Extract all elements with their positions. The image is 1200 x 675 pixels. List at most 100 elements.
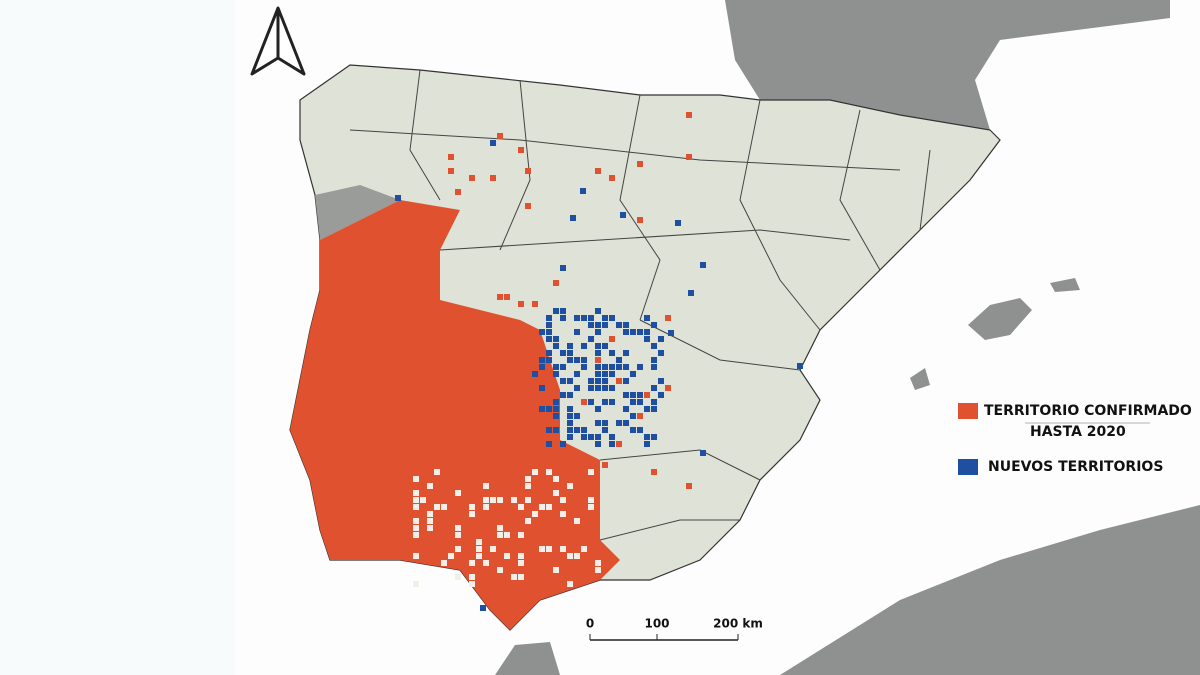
grid-cell [546, 441, 552, 447]
grid-cell [434, 504, 440, 510]
grid-cell [497, 567, 503, 573]
grid-cell [609, 336, 615, 342]
legend-label: HASTA 2020 [1030, 424, 1126, 440]
grid-cell [644, 441, 650, 447]
grid-cell [483, 483, 489, 489]
grid-cell [553, 399, 559, 405]
grid-cell [532, 511, 538, 517]
grid-cell [602, 385, 608, 391]
grid-cell [560, 392, 566, 398]
grid-cell [651, 385, 657, 391]
grid-cell [595, 308, 601, 314]
grid-cell [546, 357, 552, 363]
grid-cell [490, 175, 496, 181]
grid-cell [665, 385, 671, 391]
grid-cell [434, 469, 440, 475]
grid-cell [637, 399, 643, 405]
grid-cell [455, 525, 461, 531]
grid-cell [574, 329, 580, 335]
grid-cell [518, 553, 524, 559]
grid-cell [637, 364, 643, 370]
grid-cell [567, 553, 573, 559]
grid-cell [637, 427, 643, 433]
grid-cell [595, 385, 601, 391]
grid-cell [658, 378, 664, 384]
grid-cell [462, 434, 468, 440]
grid-cell [609, 385, 615, 391]
grid-cell [525, 168, 531, 174]
grid-cell [469, 511, 475, 517]
grid-cell [651, 322, 657, 328]
grid-cell [455, 490, 461, 496]
grid-cell [581, 546, 587, 552]
grid-cell [602, 399, 608, 405]
grid-cell [560, 441, 566, 447]
legend-swatch [958, 403, 978, 419]
grid-cell [609, 364, 615, 370]
grid-cell [658, 350, 664, 356]
legend-label: TERRITORIO CONFIRMADO [984, 403, 1192, 419]
grid-cell [595, 441, 601, 447]
grid-cell [623, 420, 629, 426]
grid-cell [546, 350, 552, 356]
grid-cell [546, 469, 552, 475]
grid-cell [675, 220, 681, 226]
ibiza [910, 368, 930, 390]
grid-cell [588, 469, 594, 475]
grid-cell [518, 560, 524, 566]
grid-cell [427, 525, 433, 531]
grid-cell [560, 364, 566, 370]
grid-cell [427, 511, 433, 517]
grid-cell [532, 441, 538, 447]
grid-cell [539, 406, 545, 412]
grid-cell [570, 215, 576, 221]
grid-cell [546, 336, 552, 342]
grid-cell [441, 504, 447, 510]
grid-cell [539, 546, 545, 552]
grid-cell [469, 581, 475, 587]
grid-cell [595, 350, 601, 356]
grid-cell [574, 357, 580, 363]
grid-cell [525, 476, 531, 482]
grid-cell [602, 420, 608, 426]
grid-cell [553, 336, 559, 342]
grid-cell [504, 553, 510, 559]
grid-cell [658, 392, 664, 398]
grid-cell [560, 546, 566, 552]
grid-cell [553, 567, 559, 573]
grid-cell [525, 497, 531, 503]
grid-cell [395, 195, 401, 201]
grid-cell [504, 532, 510, 538]
grid-cell [546, 329, 552, 335]
grid-cell [518, 301, 524, 307]
grid-cell [427, 483, 433, 489]
grid-cell [651, 406, 657, 412]
grid-cell [595, 406, 601, 412]
grid-cell [609, 371, 615, 377]
grid-cell [620, 212, 626, 218]
grid-cell [567, 350, 573, 356]
grid-cell [665, 315, 671, 321]
grid-cell [553, 490, 559, 496]
grid-cell [581, 357, 587, 363]
grid-cell [623, 392, 629, 398]
grid-cell [525, 357, 531, 363]
france [725, 0, 1170, 130]
grid-cell [602, 371, 608, 377]
grid-cell [546, 406, 552, 412]
grid-cell [560, 497, 566, 503]
grid-cell [623, 406, 629, 412]
grid-cell [651, 399, 657, 405]
grid-cell [476, 546, 482, 552]
grid-cell [588, 434, 594, 440]
grid-cell [588, 497, 594, 503]
grid-cell [532, 301, 538, 307]
grid-cell [532, 469, 538, 475]
grid-cell [616, 441, 622, 447]
grid-cell [546, 546, 552, 552]
grid-cell [602, 462, 608, 468]
grid-cell [413, 553, 419, 559]
grid-cell [546, 427, 552, 433]
grid-cell [637, 392, 643, 398]
grid-cell [448, 336, 454, 342]
